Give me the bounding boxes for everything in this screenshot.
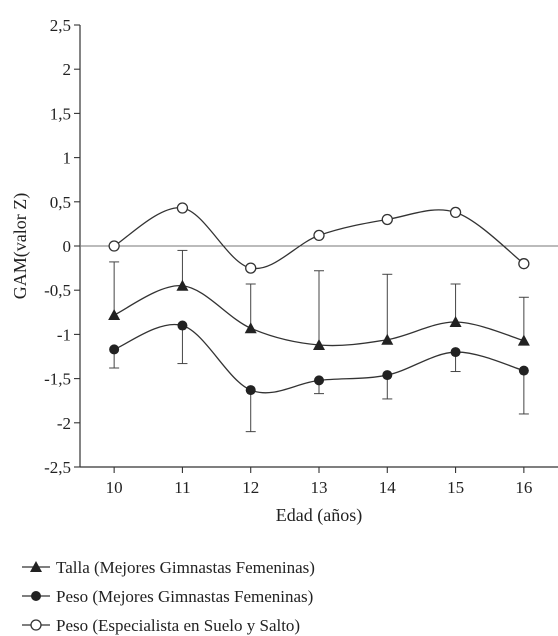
y-tick-label: 2	[63, 60, 72, 79]
y-tick-label: 0	[63, 237, 72, 256]
series-1-point	[176, 279, 189, 291]
series-1-point	[108, 308, 121, 320]
series-2-point	[314, 375, 324, 386]
x-tick-label: 11	[174, 478, 190, 497]
series-2-point	[382, 370, 393, 381]
x-tick-label: 12	[242, 478, 259, 497]
series-1-point	[517, 334, 530, 346]
series-3-point	[381, 213, 393, 226]
series-2-point	[245, 385, 256, 396]
series-3-point	[176, 202, 189, 214]
series-1-point	[381, 333, 394, 345]
series-3-point	[313, 229, 325, 242]
series-3-point	[449, 206, 462, 219]
y-axis-title: GAM(valor Z)	[10, 193, 31, 299]
x-tick-label: 14	[379, 478, 397, 497]
y-tick-label: 2,5	[50, 16, 71, 35]
series-3-point	[518, 258, 530, 270]
y-tick-label: -2	[57, 414, 71, 433]
y-tick-label: 0,5	[50, 193, 71, 212]
series-2-point	[109, 344, 120, 355]
x-tick-label: 15	[447, 478, 464, 497]
legend-label-2: Peso (Mejores Gimnastas Femeninas)	[56, 587, 313, 606]
series-1-point	[449, 316, 462, 328]
x-axis-title: Edad (años)	[276, 505, 362, 526]
y-tick-label: 1	[63, 149, 72, 168]
series-3-point	[245, 262, 257, 274]
x-tick-label: 16	[515, 478, 532, 497]
y-tick-label: -1	[57, 325, 71, 344]
series-1-point	[244, 322, 257, 334]
x-tick-label: 10	[106, 478, 123, 497]
y-tick-label: -1,5	[44, 370, 71, 389]
legend: Talla (Mejores Gimnastas Femeninas) Peso …	[22, 558, 315, 635]
legend-marker-2	[31, 591, 41, 601]
series-2-point	[450, 347, 461, 358]
legend-label-3: Peso (Especialista en Suelo y Salto)	[56, 616, 300, 635]
y-tick-label: -0,5	[44, 281, 71, 300]
series-2-point	[518, 365, 529, 376]
legend-label-1: Talla (Mejores Gimnastas Femeninas)	[56, 558, 315, 577]
x-tick-label: 13	[311, 478, 328, 497]
series-1-point	[313, 339, 325, 351]
series-2-point	[177, 320, 188, 331]
series-3-point	[108, 240, 120, 252]
y-tick-label: -2,5	[44, 458, 71, 477]
legend-marker-3	[30, 619, 42, 631]
y-tick-label: 1,5	[50, 104, 71, 123]
legend-marker-1	[30, 561, 42, 572]
